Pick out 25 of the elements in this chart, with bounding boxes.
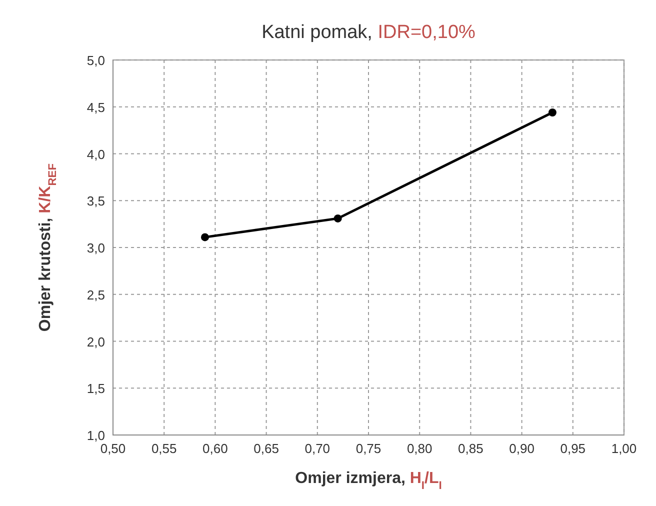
y-tick-label: 3,0 [86,240,105,256]
y-tick-label: 3,5 [86,194,105,209]
x-axis-title: Omjer izmjera, H$_{I}$/L$_{I}$ [295,470,442,492]
y-tick-label: 4,0 [86,146,105,162]
y-tick-label: 5,0 [86,53,105,68]
x-tick-label: 0,55 [151,441,177,456]
y-tick-label: 1,5 [86,381,105,396]
x-tick-label: 0,85 [458,441,484,456]
x-tick-label: 0,65 [254,441,279,456]
x-tick-label: 0,75 [356,441,382,456]
y-tick-label: 4,5 [86,100,105,115]
point [334,214,342,222]
y-tick-label: 2,5 [86,287,105,302]
x-tick-label: 0,70 [304,441,330,456]
x-tick-label: 1,00 [611,441,637,456]
x-tick-label: 0,95 [560,441,586,456]
x-tick-label: 0,50 [100,441,126,456]
x-tick-label: 0,60 [202,441,228,456]
x-tick-label: 0,90 [509,441,534,456]
y-tick-label: 1,0 [86,428,105,443]
point [548,108,556,116]
y-tick-label: 2,0 [86,334,105,350]
chart-title: Katni pomak, IDR=0,10% [262,22,476,43]
point [200,233,209,242]
x-tick-label: 0,80 [406,441,432,456]
